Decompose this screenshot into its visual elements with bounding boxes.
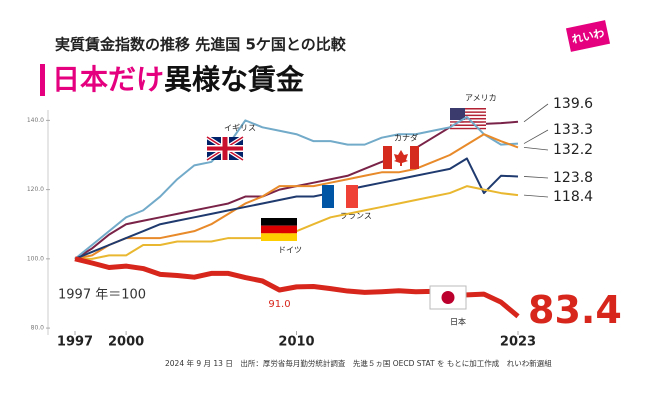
leader-line	[523, 194, 549, 198]
logo: れいわ	[565, 20, 611, 52]
x-tick-label: 2000	[108, 335, 144, 350]
flag-stripe	[450, 109, 486, 112]
end-value-label: 118.4	[553, 189, 593, 205]
flag-stripe	[450, 122, 486, 125]
chart-title: 日本だけ異様な賃金	[52, 63, 305, 96]
x-tick-label: 2023	[500, 335, 536, 350]
series-line	[74, 133, 519, 260]
title-highlight: 日本だけ	[52, 63, 164, 96]
x-tick-label: 1997	[57, 335, 93, 350]
y-tick-label: 100.0	[27, 255, 44, 262]
flag-stripe	[450, 121, 486, 123]
flag-band	[346, 185, 358, 208]
series-name: 日本	[450, 317, 466, 327]
series-name: カナダ	[394, 133, 418, 143]
series-name: ドイツ	[278, 246, 302, 255]
flag	[450, 108, 486, 131]
header: 実質賃金指数の推移 先進国 5ケ国との比較	[55, 36, 347, 54]
title-rest: 異様な賃金	[164, 63, 305, 96]
flag-band	[383, 146, 392, 169]
y-tick-label: 80.0	[31, 325, 45, 332]
flag-band	[322, 185, 334, 208]
flag	[429, 285, 467, 310]
flag-band	[261, 218, 297, 226]
end-value-label: 139.6	[553, 96, 593, 112]
flag-stripe	[450, 108, 486, 110]
y-tick-label: 140.0	[27, 117, 44, 124]
flag-stripe	[450, 112, 486, 115]
flag-band	[261, 233, 297, 241]
end-value-label: 83.4	[528, 288, 622, 332]
end-value-label: 133.3	[553, 122, 593, 138]
series-name: アメリカ	[465, 94, 497, 103]
end-value-label: 132.2	[553, 142, 593, 158]
end-value-label: 123.8	[553, 170, 593, 186]
flag-band	[410, 146, 419, 169]
value-label: 91.0	[268, 299, 290, 310]
leader-line	[523, 129, 549, 144]
x-tick-label: 2010	[278, 335, 314, 350]
flag-leaf	[394, 150, 408, 166]
flag-stripe	[450, 114, 486, 117]
flag	[383, 146, 419, 169]
flag-cross	[207, 146, 243, 151]
flag-disc	[441, 291, 455, 304]
flag	[205, 135, 245, 162]
title-bar	[40, 64, 45, 96]
flag-stripe	[450, 124, 486, 127]
flag-canton	[450, 108, 465, 120]
flag-stripe	[450, 129, 486, 131]
series-name: イギリス	[224, 124, 256, 133]
series-name: フランス	[340, 212, 372, 221]
series-line	[74, 115, 519, 260]
leader-line	[523, 176, 549, 179]
flag-stripe	[450, 111, 486, 113]
y-tick-label: 120.0	[27, 186, 44, 193]
logo-box	[565, 20, 611, 52]
annotation: 1997 年＝100	[58, 288, 146, 303]
leader-line	[523, 103, 549, 123]
flag	[261, 218, 297, 241]
source: 2024 年 9 月 13 日 出所：厚労省毎月勤労統計調査 先進５ヵ国 OEC…	[165, 358, 552, 368]
leader-line	[523, 146, 549, 151]
flag-band	[261, 225, 297, 234]
flag-stripe	[450, 126, 486, 128]
flag	[322, 185, 358, 208]
series-line	[74, 157, 519, 260]
flag-band	[334, 185, 346, 208]
flag-stripe	[450, 127, 486, 130]
flag-stripe	[450, 119, 486, 122]
